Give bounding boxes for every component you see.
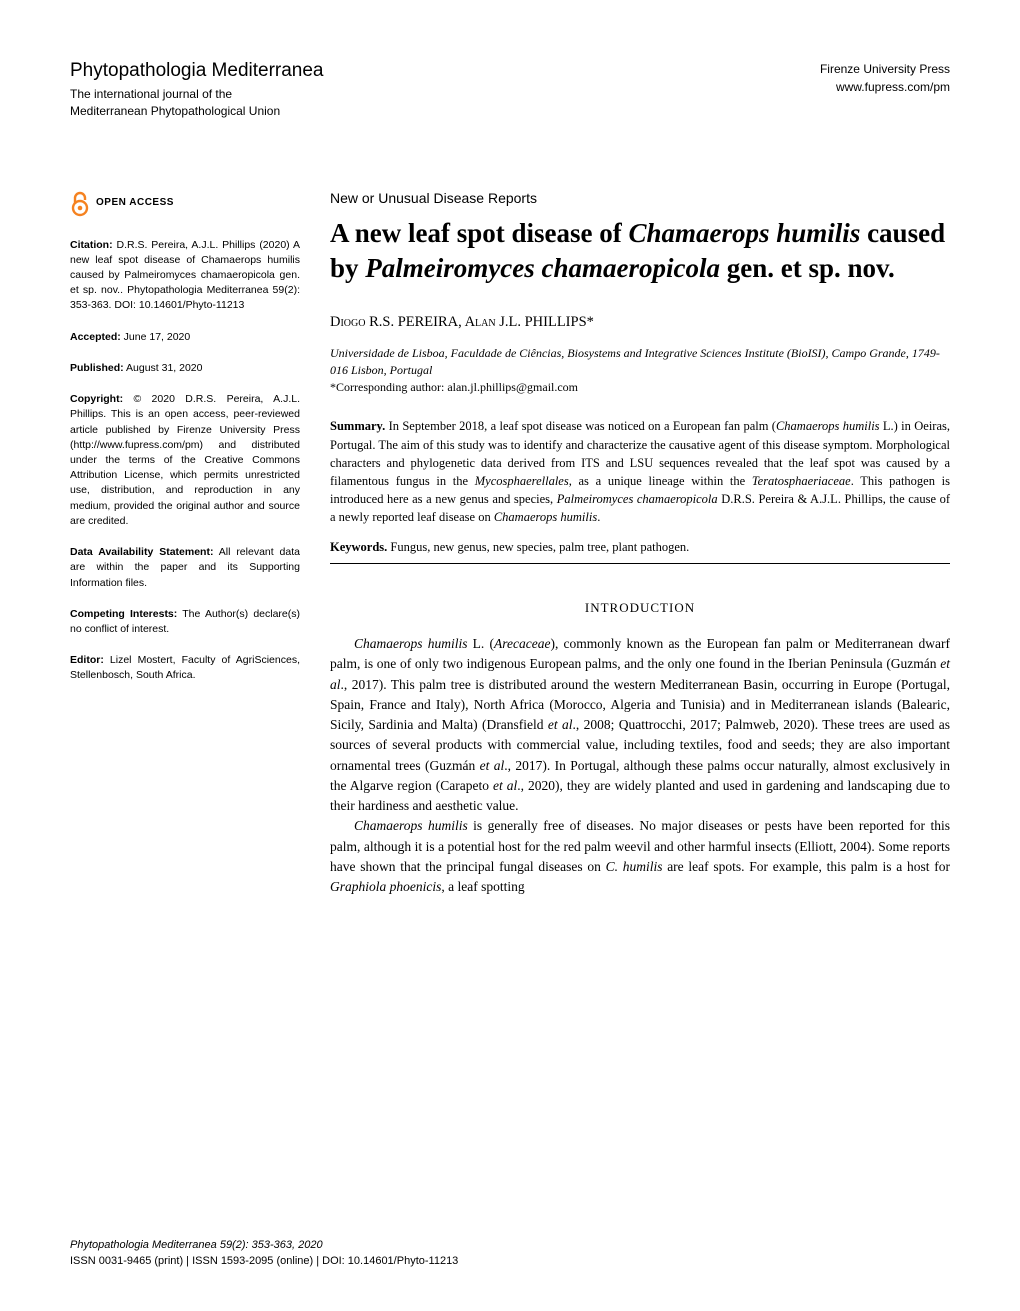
keywords-text: Fungus, new genus, new species, palm tre… [387,540,689,554]
body-paragraph-2: Chamaerops humilis is generally free of … [330,816,950,897]
summary-label: Summary. [330,419,385,433]
main-content: New or Unusual Disease Reports A new lea… [330,190,950,898]
summary-block: Summary. In September 2018, a leaf spot … [330,417,950,526]
authors: Diogo R.S. PEREIRA, Alan J.L. PHILLIPS* [330,314,950,331]
data-availability-label: Data Availability Statement: [70,546,213,558]
data-availability-block: Data Availability Statement: All relevan… [70,545,300,591]
introduction-heading: INTRODUCTION [330,600,950,616]
competing-interests-block: Competing Interests: The Author(s) decla… [70,607,300,637]
accepted-text: June 17, 2020 [121,331,190,343]
journal-name: Phytopathologia Mediterranea [70,60,324,82]
article-title: A new leaf spot disease of Chamaerops hu… [330,216,950,286]
published-label: Published: [70,362,124,374]
editor-text: Lizel Mostert, Faculty of AgriSciences, … [70,654,300,681]
editor-block: Editor: Lizel Mostert, Faculty of AgriSc… [70,653,300,683]
citation-label: Citation: [70,239,113,251]
journal-subtitle-1: The international journal of the [70,86,324,103]
copyright-block: Copyright: © 2020 D.R.S. Pereira, A.J.L.… [70,392,300,529]
published-block: Published: August 31, 2020 [70,361,300,376]
header-left: Phytopathologia Mediterranea The interna… [70,60,324,120]
footer-citation: Phytopathologia Mediterranea 59(2): 353-… [70,1238,950,1253]
published-text: August 31, 2020 [124,362,203,374]
press-url: www.fupress.com/pm [820,78,950,96]
divider [330,563,950,564]
copyright-label: Copyright: [70,393,123,405]
summary-text: In September 2018, a leaf spot disease w… [330,419,950,524]
journal-subtitle-2: Mediterranean Phytopathological Union [70,103,324,120]
press-name: Firenze University Press [820,60,950,78]
copyright-text: © 2020 D.R.S. Pereira, A.J.L. Phillips. … [70,393,300,527]
open-access-label: OPEN ACCESS [96,196,174,211]
accepted-label: Accepted: [70,331,121,343]
content-area: OPEN ACCESS Citation: D.R.S. Pereira, A.… [70,190,950,898]
open-access-icon [70,190,90,218]
body-paragraph-1: Chamaerops humilis L. (Arecaceae), commo… [330,634,950,816]
page-footer: Phytopathologia Mediterranea 59(2): 353-… [70,1238,950,1269]
editor-label: Editor: [70,654,104,666]
affiliation: Universidade de Lisboa, Faculdade de Ciê… [330,345,950,379]
competing-interests-label: Competing Interests: [70,608,177,620]
sidebar: OPEN ACCESS Citation: D.R.S. Pereira, A.… [70,190,300,898]
keywords-block: Keywords. Fungus, new genus, new species… [330,540,950,555]
open-access-badge: OPEN ACCESS [70,190,300,218]
page-header: Phytopathologia Mediterranea The interna… [70,60,950,120]
corresponding-author: *Corresponding author: alan.jl.phillips@… [330,380,950,395]
accepted-block: Accepted: June 17, 2020 [70,330,300,345]
section-label: New or Unusual Disease Reports [330,190,950,206]
citation-block: Citation: D.R.S. Pereira, A.J.L. Phillip… [70,238,300,314]
footer-issn: ISSN 0031-9465 (print) | ISSN 1593-2095 … [70,1254,950,1269]
keywords-label: Keywords. [330,540,387,554]
header-right: Firenze University Press www.fupress.com… [820,60,950,96]
